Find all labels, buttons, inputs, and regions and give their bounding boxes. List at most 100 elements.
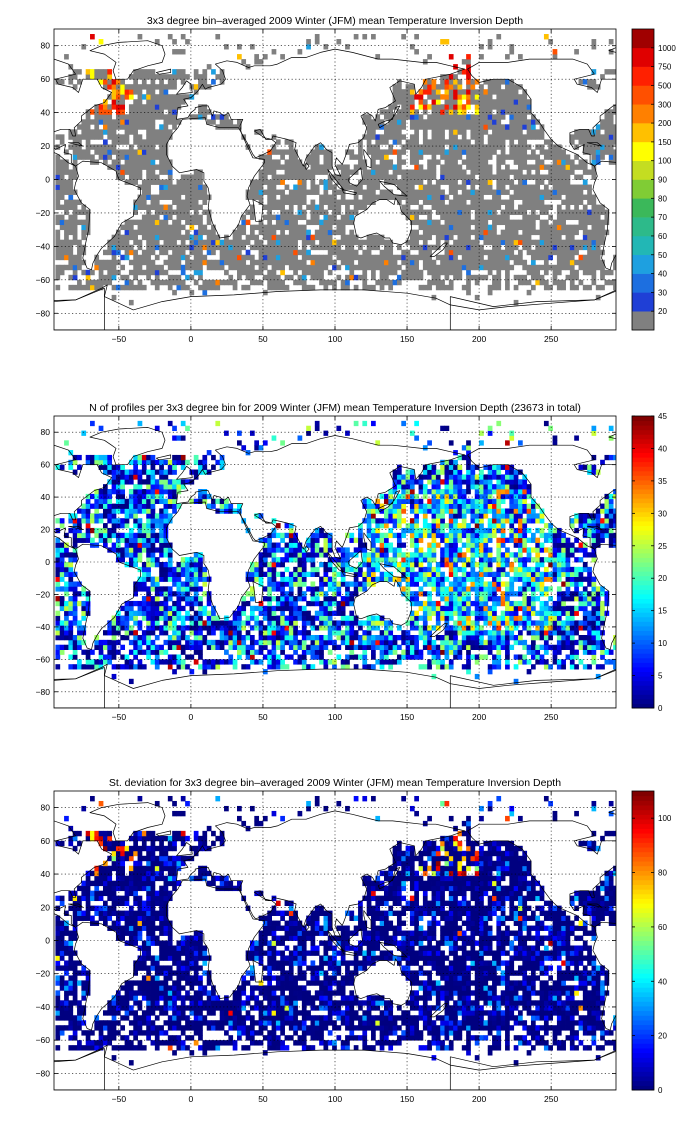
data-cell	[409, 159, 415, 165]
data-cell	[440, 84, 445, 90]
data-cell	[163, 610, 169, 616]
data-cell	[68, 184, 74, 190]
data-cell	[552, 644, 558, 650]
data-cell	[141, 259, 147, 266]
data-cell	[440, 644, 445, 650]
data-cell	[271, 664, 277, 670]
data-cell	[137, 154, 143, 160]
data-cell	[154, 635, 160, 641]
data-cell	[466, 669, 471, 675]
data-cell	[198, 264, 203, 271]
data-cell	[137, 169, 143, 175]
data-cell	[94, 659, 100, 665]
data-cell	[574, 605, 579, 612]
data-cell	[535, 654, 541, 660]
data-cell	[172, 630, 177, 636]
data-cell	[267, 269, 272, 276]
data-cell	[427, 269, 432, 276]
data-cell	[249, 635, 255, 641]
data-cell	[198, 224, 203, 231]
data-cell	[111, 94, 117, 100]
data-cell	[98, 284, 104, 291]
data-cell	[405, 644, 411, 650]
data-cell	[470, 635, 476, 641]
data-cell	[120, 644, 126, 650]
data-cell	[189, 596, 195, 602]
data-cell	[474, 630, 480, 636]
data-cell	[492, 644, 497, 650]
data-cell	[102, 119, 108, 125]
data-cell	[513, 639, 519, 646]
data-cell	[193, 189, 199, 195]
data-cell	[366, 119, 372, 125]
data-cell	[409, 124, 415, 130]
data-cell	[237, 249, 242, 256]
data-cell	[172, 659, 177, 665]
data-cell	[461, 620, 467, 626]
data-cell	[68, 204, 74, 210]
data-cell	[470, 89, 476, 95]
data-cell	[375, 244, 381, 251]
data-cell	[345, 209, 350, 216]
data-cell	[405, 635, 411, 641]
data-cell	[150, 129, 156, 135]
data-cell	[574, 620, 579, 626]
data-cell	[414, 189, 419, 195]
data-cell	[526, 615, 532, 621]
data-cell	[453, 600, 458, 607]
data-cell	[604, 149, 610, 155]
data-cell	[509, 49, 515, 55]
data-cell	[198, 219, 203, 226]
data-cell	[509, 209, 515, 216]
data-cell	[124, 159, 130, 165]
data-cell	[349, 244, 355, 251]
data-cell	[68, 581, 74, 587]
data-cell	[228, 279, 234, 286]
data-cell	[375, 119, 381, 125]
data-cell	[297, 264, 303, 271]
data-cell	[150, 239, 156, 246]
data-cell	[487, 610, 493, 616]
coastline	[379, 180, 408, 197]
data-cell	[150, 104, 156, 110]
data-cell	[405, 194, 411, 200]
data-cell	[513, 600, 519, 607]
data-cell	[288, 234, 294, 241]
data-cell	[81, 244, 87, 251]
data-cell	[111, 284, 117, 291]
data-cell	[107, 119, 113, 125]
data-cell	[396, 644, 402, 650]
data-cell	[470, 189, 476, 195]
x-tick-label: 100	[328, 334, 342, 344]
data-cell	[102, 109, 108, 115]
data-cell	[249, 591, 255, 597]
data-cell	[102, 249, 108, 256]
data-cell	[280, 254, 285, 261]
colorbar-swatch	[632, 85, 654, 105]
data-cell	[124, 284, 130, 291]
data-cell	[249, 234, 255, 241]
data-cell	[548, 239, 553, 246]
data-cell	[383, 269, 389, 276]
data-cell	[189, 644, 195, 650]
data-cell	[146, 586, 151, 592]
data-cell	[505, 284, 510, 291]
data-cell	[543, 615, 549, 621]
data-cell	[193, 630, 199, 636]
data-cell	[401, 179, 407, 185]
data-cell	[526, 144, 532, 150]
data-cell	[427, 189, 432, 195]
data-cell	[379, 620, 385, 626]
data-cell	[340, 199, 346, 205]
data-cell	[582, 204, 588, 210]
data-cell	[457, 605, 463, 612]
data-cell	[444, 625, 450, 631]
data-cell	[530, 249, 536, 256]
data-cell	[241, 269, 247, 276]
data-cell	[552, 249, 558, 256]
data-cell	[68, 274, 74, 281]
data-cell	[556, 204, 562, 210]
data-cell	[332, 639, 337, 646]
data-cell	[595, 134, 601, 140]
data-cell	[68, 219, 74, 226]
